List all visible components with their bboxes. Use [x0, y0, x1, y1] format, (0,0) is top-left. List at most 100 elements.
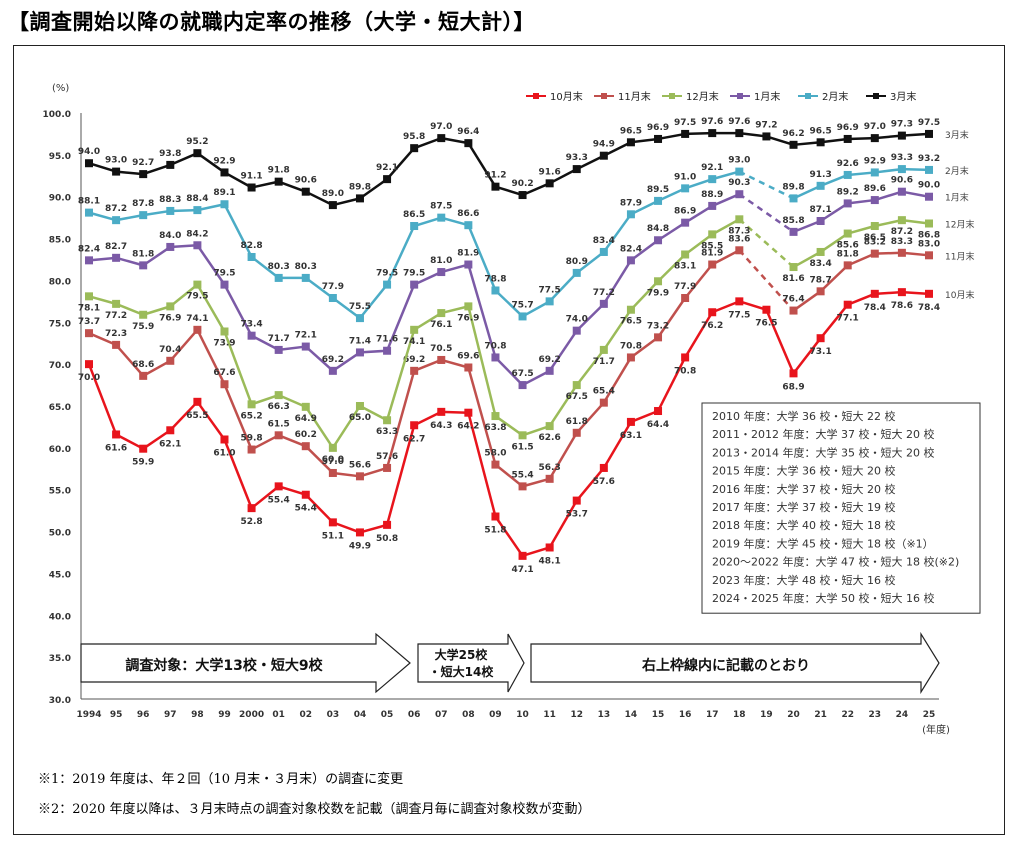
data-label: 96.9 [647, 123, 669, 133]
data-point [572, 428, 581, 437]
x-tick-label: 23 [869, 710, 882, 720]
data-label: 65.2 [240, 411, 262, 421]
survey-count-line: 2011・2012 年度：大学 37 校・短大 20 校 [712, 427, 934, 441]
data-point [599, 398, 608, 407]
series-line [467, 367, 497, 465]
series-line [548, 329, 578, 372]
series-line [196, 244, 226, 286]
data-point [599, 247, 608, 256]
data-point [301, 490, 310, 499]
series-line [115, 433, 144, 450]
y-tick-label: 95.0 [49, 152, 71, 162]
data-point [220, 380, 229, 389]
data-point [166, 242, 175, 251]
series-line [522, 477, 550, 488]
period-arrow-3-label: 右上枠線内に記載のとおり [641, 657, 810, 674]
series-line [630, 199, 659, 216]
series-line [304, 345, 334, 372]
data-point [599, 463, 608, 472]
series-line [494, 515, 524, 557]
data-point [816, 138, 825, 147]
data-point [193, 241, 202, 250]
footnote-2: ※2：2020 年度以降は、３月末時点の調査対象校数を記載（調査月毎に調査対象校… [38, 802, 591, 817]
data-point [383, 416, 392, 425]
data-label: 71.7 [268, 334, 290, 344]
period-arrow-2 [417, 633, 525, 693]
series-line [874, 218, 903, 228]
data-point [681, 353, 690, 362]
data-label: 96.5 [810, 126, 832, 136]
data-point [654, 277, 663, 286]
data-label: 77.5 [539, 285, 561, 295]
data-point [897, 248, 906, 257]
data-label: 85.8 [782, 216, 804, 226]
data-point [85, 208, 93, 217]
data-point [816, 247, 825, 256]
y-tick-label: 100.0 [43, 110, 71, 120]
data-point [925, 192, 933, 201]
y-tick-label: 30.0 [49, 696, 71, 706]
series-line [278, 345, 306, 352]
series-line [196, 152, 226, 174]
data-label: 76.4 [782, 295, 804, 305]
data-label: 73.4 [240, 320, 262, 330]
data-point [410, 280, 419, 289]
data-label: 93.0 [728, 156, 750, 166]
survey-count-line: 2024・2025 年度：大学 50 校・短大 16 校 [712, 591, 934, 605]
series-line [441, 136, 469, 145]
data-point [85, 329, 93, 338]
legend-label: 11月末 [618, 90, 651, 103]
data-label: 89.5 [647, 185, 669, 195]
data-point [139, 170, 148, 179]
data-label: 61.8 [566, 417, 588, 427]
data-point [654, 236, 663, 245]
data-point [789, 369, 798, 378]
data-label: 89.8 [782, 182, 804, 192]
data-point [491, 182, 500, 191]
data-label: 55.4 [268, 495, 290, 505]
x-tick-label: 1994 [76, 710, 101, 720]
data-label: 84.2 [186, 229, 208, 239]
series-line [385, 424, 416, 526]
data-label: 89.8 [349, 182, 371, 192]
legend-marker [737, 93, 743, 99]
data-label: 83.6 [728, 234, 750, 244]
series-line [304, 406, 334, 449]
data-point [870, 134, 879, 143]
data-label: 59.8 [240, 434, 262, 444]
series-line [251, 180, 279, 189]
data-label: 60.0 [322, 455, 344, 465]
x-tick-label: 14 [625, 710, 638, 720]
legend-label: 3月末 [890, 90, 916, 103]
y-tick-label: 55.0 [49, 487, 71, 497]
data-label: 81.9 [457, 249, 479, 259]
data-point [464, 260, 473, 269]
survey-count-line: 2016 年度：大学 37 校・短大 20 校 [712, 482, 895, 496]
data-label: 67.5 [511, 369, 533, 379]
data-label: 97.6 [701, 117, 723, 127]
data-label: 97.0 [430, 122, 452, 132]
series-line [305, 190, 334, 207]
data-label: 77.2 [105, 311, 127, 321]
series-line [657, 253, 687, 283]
data-label: 63.1 [620, 431, 642, 441]
data-label: 60.2 [295, 430, 317, 440]
series-line [549, 167, 578, 185]
data-point [383, 463, 392, 472]
data-point [193, 206, 202, 215]
data-label: 88.4 [186, 194, 208, 204]
data-point [925, 219, 933, 228]
data-point [870, 249, 879, 258]
data-label: 59.9 [132, 458, 154, 468]
series-line [901, 190, 930, 198]
series-line [522, 424, 551, 437]
legend-marker [601, 93, 607, 99]
data-point [247, 504, 256, 513]
data-point [139, 310, 148, 319]
data-point [274, 431, 283, 440]
data-label: 96.2 [782, 129, 804, 139]
series-line [575, 349, 605, 386]
data-point [843, 261, 852, 270]
data-label: 91.3 [810, 170, 832, 180]
series-line-dashed [738, 249, 795, 312]
